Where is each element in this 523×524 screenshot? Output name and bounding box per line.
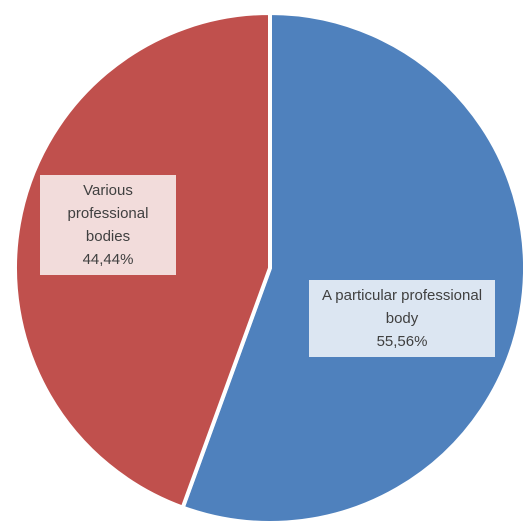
- category-label: Various professional bodies: [67, 182, 149, 245]
- value-label: 44,44%: [82, 251, 134, 268]
- pie-slice: [180, 11, 523, 524]
- slice-label: Various professional bodies 44,44%: [40, 175, 176, 275]
- slice-label: A particular professional body 55,56%: [309, 280, 495, 357]
- value-label: 55,56%: [376, 333, 428, 350]
- category-label: A particular professional body: [321, 287, 483, 327]
